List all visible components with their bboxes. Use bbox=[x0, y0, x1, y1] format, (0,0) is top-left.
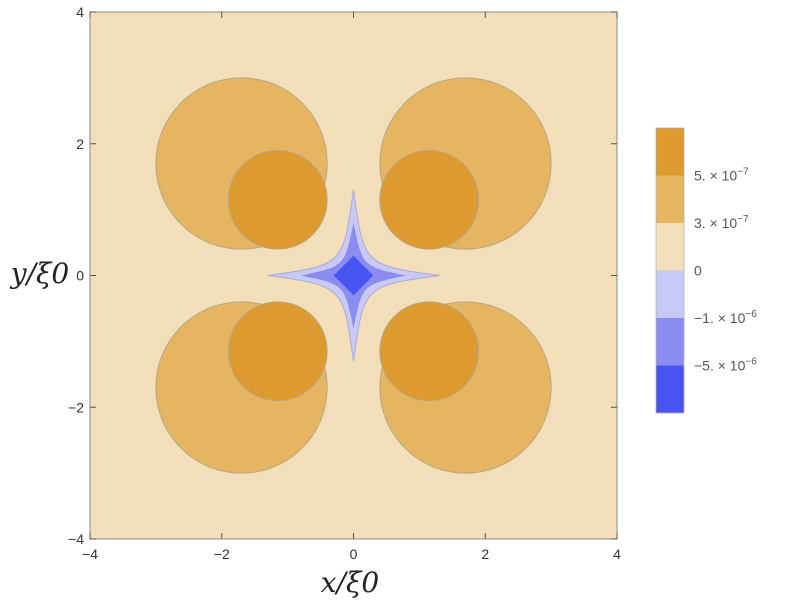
legend-label: 0 bbox=[694, 263, 702, 279]
y-tick-label: 0 bbox=[76, 268, 84, 284]
legend-label: 3. × 10−7 bbox=[694, 214, 749, 231]
inner-lobe-1 bbox=[379, 149, 480, 250]
inner-lobe-3 bbox=[379, 301, 480, 402]
y-axis-label: y/ξ0 bbox=[9, 257, 70, 290]
x-tick-label: 2 bbox=[481, 546, 489, 562]
legend: 5. × 10−7 3. × 10−7 0 −1. × 10−6 −5. × 10−6 bbox=[655, 127, 757, 414]
legend-label: −1. × 10−6 bbox=[694, 309, 757, 326]
y-tick-label: −2 bbox=[68, 399, 84, 415]
x-tick-label: −2 bbox=[214, 546, 230, 562]
inner-lobe-2 bbox=[227, 149, 328, 250]
legend-swatch bbox=[656, 175, 684, 223]
y-tick-label: 2 bbox=[76, 136, 84, 152]
legend-swatch bbox=[656, 365, 684, 413]
axis-ticks: −4 −2 0 2 4 −4 −2 0 2 4 bbox=[68, 4, 621, 562]
y-tick-label: −4 bbox=[68, 531, 84, 547]
legend-swatch bbox=[656, 270, 684, 318]
legend-label: −5. × 10−6 bbox=[694, 357, 757, 374]
center-diamond-region bbox=[333, 255, 374, 296]
y-tick-label: 4 bbox=[76, 4, 84, 20]
legend-frame bbox=[655, 127, 685, 414]
legend-swatch bbox=[656, 128, 684, 176]
x-tick-label: 4 bbox=[613, 546, 621, 562]
x-axis-label: x/ξ0 bbox=[321, 566, 379, 599]
x-tick-label: 0 bbox=[350, 546, 358, 562]
legend-swatch bbox=[656, 318, 684, 366]
x-tick-label: −4 bbox=[82, 546, 98, 562]
legend-swatch bbox=[656, 223, 684, 271]
inner-lobe-4 bbox=[227, 301, 328, 402]
plot-area bbox=[89, 11, 618, 540]
legend-label: 5. × 10−7 bbox=[694, 167, 749, 184]
